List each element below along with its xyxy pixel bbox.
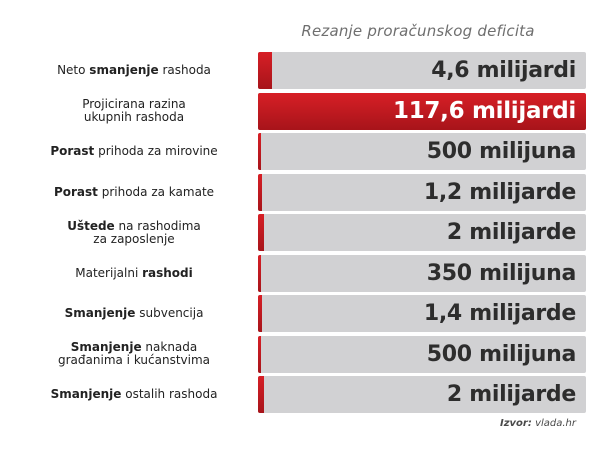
bar-row: Uštede na rashodima za zaposlenje 2 milija…: [0, 214, 600, 251]
value-label: 1,2 milijarde: [423, 179, 576, 205]
bar-track: 117,6 milijardi: [258, 92, 586, 130]
bar-row: Projicirana razina ukupnih rashoda 117,6 m…: [0, 92, 600, 130]
category-label-text: Neto smanjenje rashoda: [57, 64, 211, 77]
category-label-part: naknada: [141, 340, 198, 354]
category-label: Materijalni rashodi: [20, 255, 248, 292]
bar-track: 1,2 milijarde: [258, 173, 586, 211]
category-label-part: prihoda za kamate: [97, 184, 215, 199]
bar-row: Smanjenje ostalih rashoda 2 milijarde: [0, 376, 600, 413]
category-label-part: Smanjenje: [64, 306, 136, 320]
value-label: 1,4 milijarde: [423, 301, 576, 326]
category-label-part: na rashodima: [114, 218, 201, 233]
value-label: 4,6 milijardi: [431, 58, 576, 83]
category-label-part: ostalih rashoda: [121, 387, 218, 401]
category-label-part: Neto: [57, 63, 90, 77]
bar-track: 2 milijarde: [258, 376, 586, 413]
bar-row: Neto smanjenje rashoda 4,6 milijardi: [0, 52, 600, 89]
category-label: Porast prihoda za kamate: [20, 174, 248, 211]
category-label-part: rashodi: [142, 265, 193, 280]
category-label-text: Projicirana razina ukupnih rashoda: [82, 98, 186, 124]
category-label: Smanjenje ostalih rashoda: [20, 376, 248, 413]
bar-track: 4,6 milijardi: [258, 52, 586, 89]
category-label: Uštede na rashodima za zaposlenje: [20, 214, 248, 251]
category-label: Smanjenje subvencija: [20, 295, 248, 332]
category-label-text: Materijalni rashodi: [75, 265, 193, 280]
category-label-part: Materijalni: [75, 265, 143, 280]
category-label-part: prihoda za mirovine: [94, 144, 218, 158]
category-label-part: ukupnih rashoda: [83, 110, 185, 124]
bar: [258, 335, 261, 373]
bar-track: 500 milijuna: [258, 133, 586, 170]
category-label-part: Projicirana razina: [82, 97, 186, 111]
category-label-part: Smanjenje: [50, 387, 122, 401]
category-label-part: Smanjenje: [70, 340, 142, 354]
category-label: Porast prihoda za mirovine: [20, 133, 248, 170]
category-label-part: građanima i kućanstvima: [58, 353, 210, 367]
bar-row: Porast prihoda za mirovine 500 milijuna: [0, 133, 600, 170]
category-label-part: rashoda: [158, 63, 211, 77]
chart-title: Rezanje proračunskog deficita: [301, 22, 535, 40]
source-prefix: Izvor:: [500, 418, 532, 429]
bar-track: 2 milijarde: [258, 214, 586, 251]
category-label-part: subvencija: [135, 306, 204, 320]
bar-track: 500 milijuna: [258, 335, 586, 373]
category-label-text: Smanjenje naknada građanima i kućanstvima: [58, 341, 210, 367]
bar: [258, 92, 586, 130]
category-label-part: Porast: [50, 144, 95, 158]
category-label: Neto smanjenje rashoda: [20, 52, 248, 89]
value-label: 117,6 milijardi: [393, 97, 576, 124]
bar-row: Smanjenje subvencija 1,4 milijarde: [0, 295, 600, 332]
bar: [258, 295, 263, 332]
bar: [258, 133, 261, 170]
source-note: Izvor: vlada.hr: [500, 418, 576, 429]
bar: [258, 173, 262, 211]
source-text: vlada.hr: [535, 418, 576, 429]
value-label: 500 milijuna: [426, 139, 577, 164]
value-label: 2 milijarde: [446, 382, 576, 407]
category-label-part: Porast: [53, 184, 98, 199]
category-label-part: za zaposlenje: [93, 231, 175, 246]
value-label: 350 milijuna: [426, 260, 577, 286]
bar-track: 350 milijuna: [258, 254, 586, 292]
bar-track: 1,4 milijarde: [258, 295, 586, 332]
bar: [258, 52, 272, 89]
bar: [258, 214, 265, 251]
category-label-text: Uštede na rashodima za zaposlenje: [67, 218, 201, 246]
category-label-text: Porast prihoda za mirovine: [50, 145, 217, 158]
category-label: Projicirana razina ukupnih rashoda: [20, 93, 248, 130]
bar: [258, 376, 265, 413]
category-label-text: Smanjenje ostalih rashoda: [51, 388, 218, 401]
category-label-text: Porast prihoda za kamate: [53, 184, 215, 199]
category-label: Smanjenje naknada građanima i kućanstvima: [20, 336, 248, 373]
bar-row: Porast prihoda za kamate 1,2 milijarde: [0, 173, 600, 211]
value-label: 500 milijuna: [426, 341, 577, 367]
bar-row: Smanjenje naknada građanima i kućanstvima…: [0, 335, 600, 373]
value-label: 2 milijarde: [446, 220, 576, 245]
bar: [258, 254, 261, 292]
bar-row: Materijalni rashodi 350 milijuna: [0, 254, 600, 292]
category-label-part: smanjenje: [89, 63, 159, 77]
category-label-text: Smanjenje subvencija: [65, 307, 204, 320]
category-label-part: Uštede: [67, 218, 115, 233]
